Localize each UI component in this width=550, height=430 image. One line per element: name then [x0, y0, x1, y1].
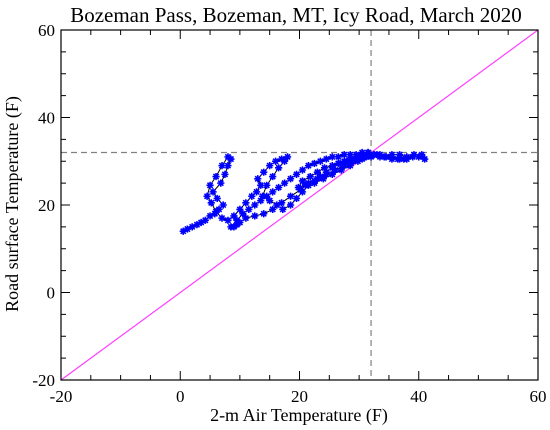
data-point	[239, 210, 246, 217]
data-point	[260, 169, 267, 176]
data-point	[257, 197, 264, 204]
data-point	[287, 193, 294, 200]
data-point	[287, 201, 294, 208]
data-point	[314, 175, 321, 182]
data-point	[269, 188, 276, 195]
data-point	[279, 206, 286, 213]
y-axis-label: Road surface Temperature (F)	[2, 96, 23, 312]
data-point	[242, 199, 249, 206]
data-point	[266, 162, 273, 169]
one-to-one-line	[61, 30, 538, 380]
y-tick-label: 40	[38, 109, 55, 128]
y-tick-label: 20	[38, 196, 55, 215]
data-point	[299, 166, 306, 173]
data-point	[321, 164, 328, 171]
x-tick-label: 40	[410, 387, 427, 406]
data-point	[263, 182, 270, 189]
data-point	[251, 201, 258, 208]
data-point	[275, 184, 282, 191]
data-point	[221, 171, 228, 178]
data-point	[314, 169, 321, 176]
data-point	[233, 217, 240, 224]
data-point	[214, 195, 221, 202]
data-point	[323, 171, 330, 178]
data-point	[307, 173, 314, 180]
data-point	[269, 173, 276, 180]
chart-title: Bozeman Pass, Bozeman, MT, Icy Road, Mar…	[70, 3, 522, 27]
data-point	[400, 155, 407, 162]
data-point	[251, 212, 258, 219]
data-point	[297, 186, 304, 193]
x-axis-label: 2-m Air Temperature (F)	[210, 405, 388, 426]
data-point	[212, 208, 219, 215]
data-point	[220, 201, 227, 208]
data-point	[287, 175, 294, 182]
data-point	[260, 210, 267, 217]
data-point	[293, 171, 300, 178]
data-point	[208, 199, 215, 206]
data-point	[281, 158, 288, 165]
data-point	[218, 162, 225, 169]
data-point	[359, 155, 366, 162]
y-tick-label: 60	[38, 21, 55, 40]
data-point	[224, 153, 231, 160]
x-tick-label: 0	[176, 387, 185, 406]
plot-area: -20 0 20 40 60 -20 0 20 40 60	[32, 21, 546, 406]
data-point	[224, 217, 231, 224]
data-point	[341, 162, 348, 169]
data-point	[253, 188, 260, 195]
data-point	[203, 193, 210, 200]
data-point	[269, 206, 276, 213]
data-point	[227, 223, 234, 230]
x-tick-label: 20	[291, 387, 308, 406]
data-point	[206, 182, 213, 189]
data-point	[209, 188, 216, 195]
data-point	[275, 164, 282, 171]
data-point	[212, 173, 219, 180]
data-point	[217, 180, 224, 187]
y-tick-label: 0	[47, 284, 56, 303]
data-point	[281, 180, 288, 187]
data-point	[350, 158, 357, 165]
data-point	[245, 206, 252, 213]
data-point	[263, 193, 270, 200]
data-point	[305, 180, 312, 187]
data-point	[278, 199, 285, 206]
x-tick-label: 60	[530, 387, 547, 406]
data-point	[332, 166, 339, 173]
data-point	[418, 151, 425, 158]
y-tick-label: -20	[32, 371, 55, 390]
data-point	[410, 151, 417, 158]
data-point	[254, 175, 261, 182]
